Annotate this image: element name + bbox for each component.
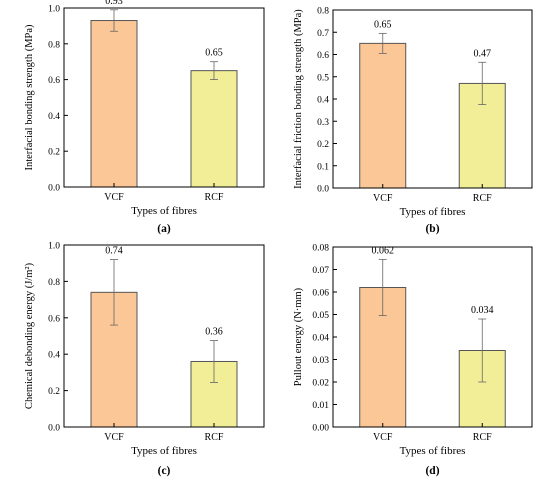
value-label: 0.47 xyxy=(474,48,492,59)
y-tick-label: 0.4 xyxy=(317,96,329,106)
x-tick-label: VCF xyxy=(104,432,124,443)
y-tick-label: 0.8 xyxy=(48,278,60,288)
y-tick-label: 0.5 xyxy=(317,73,329,83)
value-label: 0.034 xyxy=(471,305,494,316)
chart-panel-3: 0.0 0.2 0.4 0.6 0.8 1.0 0.74 VCF 0.36 RCF Types of… xyxy=(24,242,265,477)
y-tick-label: 0.3 xyxy=(317,118,329,128)
y-tick-label: 0.8 xyxy=(48,40,60,50)
y-tick-label: 0.2 xyxy=(48,148,60,158)
y-tick-label: 0.2 xyxy=(317,140,329,150)
x-tick-label: VCF xyxy=(373,432,393,443)
x-tick-label: VCF xyxy=(104,192,124,203)
x-tick-label: RCF xyxy=(473,193,492,204)
bar-rcf xyxy=(190,70,238,188)
y-tick-label: 0.7 xyxy=(317,29,329,39)
bar-vcf xyxy=(90,20,138,188)
y-tick-label: 0.05 xyxy=(312,311,329,321)
x-axis-label: Types of fibres xyxy=(131,205,197,217)
y-tick-label: 0.0 xyxy=(48,424,60,434)
x-axis-label: Types of fibres xyxy=(131,445,197,457)
value-label: 0.062 xyxy=(372,245,395,256)
y-tick-label: 0.08 xyxy=(312,244,329,254)
y-tick-label: 0.4 xyxy=(48,112,60,122)
panel-label: (d) xyxy=(425,465,439,477)
y-tick-label: 0.04 xyxy=(312,334,329,344)
y-tick-label: 1.0 xyxy=(48,5,60,15)
chart-panel-4: 0.00 0.01 0.02 0.03 0.04 0.05 0.06 0.07 0.08 0.06… xyxy=(293,244,533,477)
y-tick-label: 1.0 xyxy=(48,242,60,252)
y-tick-label: 0.8 xyxy=(317,7,329,17)
y-axis-label: Interfacial friction bonding strength (M… xyxy=(293,9,304,189)
panel-label: (c) xyxy=(158,465,171,477)
y-tick-label: 0.07 xyxy=(312,266,329,276)
y-axis-label: Chemical debonding energy (J/m²) xyxy=(24,262,35,409)
plot-frame xyxy=(63,244,265,428)
value-label: 0.74 xyxy=(105,246,123,257)
plot-frame xyxy=(332,9,533,189)
value-label: 0.93 xyxy=(105,0,123,7)
y-tick-label: 0.00 xyxy=(312,424,329,434)
y-tick-label: 0.01 xyxy=(312,401,329,411)
plot-frame xyxy=(63,7,265,188)
plot-frame xyxy=(332,246,533,428)
y-tick-label: 0.03 xyxy=(312,356,329,366)
value-label: 0.65 xyxy=(205,48,223,59)
y-tick-label: 0.06 xyxy=(312,289,329,299)
y-tick-label: 0.6 xyxy=(48,76,60,86)
y-axis-label: Interfacial bonding strength (MPa) xyxy=(24,24,35,171)
y-tick-label: 0.1 xyxy=(317,162,329,172)
x-axis-label: Types of fibres xyxy=(400,445,466,457)
value-label: 0.65 xyxy=(374,19,392,30)
y-tick-label: 0.02 xyxy=(312,379,329,389)
y-tick-label: 0.6 xyxy=(48,314,60,324)
x-tick-label: RCF xyxy=(473,432,492,443)
x-axis-label: Types of fibres xyxy=(400,206,466,218)
chart-panel-2: 0.0 0.1 0.2 0.3 0.4 0.5 0.6 0.7 0.8 0.65 VCF 0.47 RC… xyxy=(293,7,533,235)
y-tick-label: 0.4 xyxy=(48,351,60,361)
y-tick-label: 0.0 xyxy=(317,185,329,195)
y-tick-label: 0.6 xyxy=(317,51,329,61)
bar-vcf xyxy=(359,42,407,189)
panel-label: (a) xyxy=(157,223,171,235)
y-axis-label: Pullout energy (N·mm) xyxy=(293,287,304,386)
x-tick-label: RCF xyxy=(205,192,224,203)
chart-panel-1: 0.0 0.2 0.4 0.6 0.8 1.0 0.93 VCF 0.65 RCF Types of… xyxy=(24,0,265,235)
x-tick-label: RCF xyxy=(205,432,224,443)
y-tick-label: 0.0 xyxy=(48,184,60,194)
y-tick-label: 0.2 xyxy=(48,387,60,397)
panel-label: (b) xyxy=(425,223,439,235)
value-label: 0.36 xyxy=(205,327,223,338)
x-tick-label: VCF xyxy=(373,193,393,204)
